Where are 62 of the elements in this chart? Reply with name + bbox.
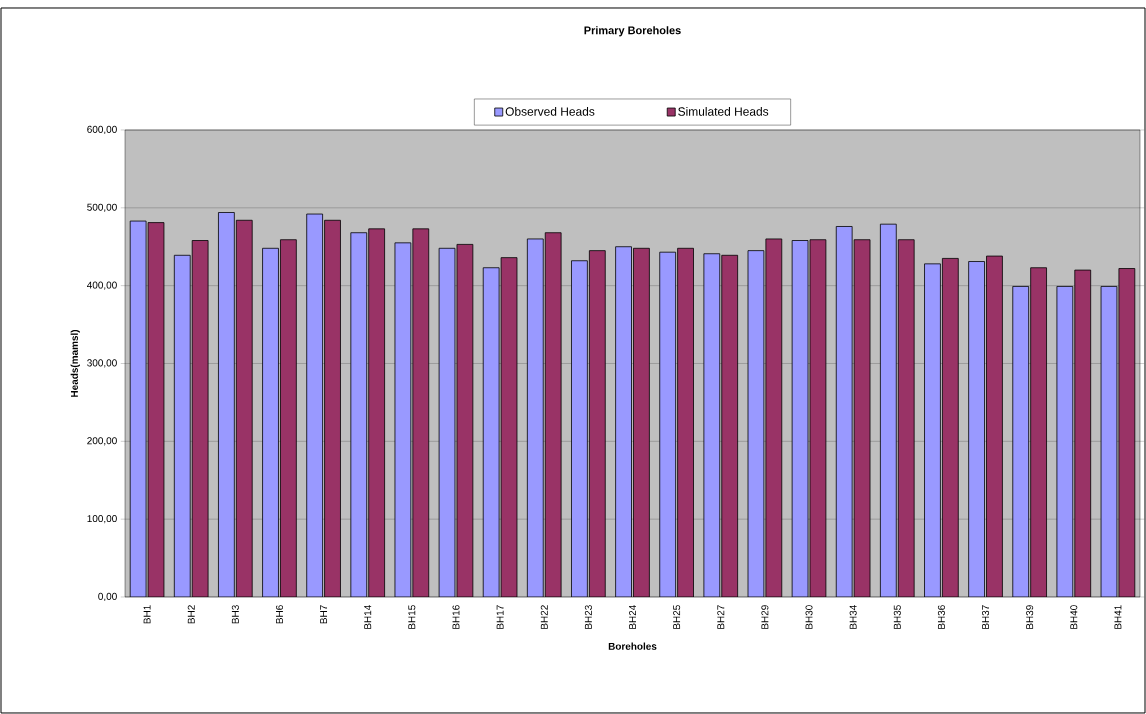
bar <box>721 254 739 597</box>
bar <box>218 212 235 597</box>
bar <box>879 223 897 597</box>
bar <box>280 239 297 597</box>
bar <box>571 260 588 597</box>
x-tick-label: BH39 <box>1026 605 1034 629</box>
bar <box>677 247 694 597</box>
chart-title: Primary Boreholes <box>584 26 681 37</box>
bar <box>235 219 253 597</box>
bar <box>262 247 279 597</box>
x-tick-label: BH25 <box>673 605 681 629</box>
bar <box>324 219 341 597</box>
x-tick-label: BH17 <box>496 605 504 629</box>
x-tick-label: BH1 <box>143 605 151 624</box>
x-tick-label: BH15 <box>408 605 416 629</box>
x-tick-label: BH30 <box>805 605 813 629</box>
x-tick-label: BH2 <box>187 605 195 624</box>
bar <box>1074 269 1092 597</box>
y-tick-label: 400,00 <box>87 281 117 290</box>
bar <box>1012 286 1029 597</box>
x-tick-label: BH16 <box>452 605 460 629</box>
bar <box>412 228 430 597</box>
x-tick-label: BH24 <box>629 605 636 629</box>
bar <box>615 246 632 597</box>
x-tick-label: BH7 <box>320 605 328 624</box>
bar <box>968 261 985 597</box>
legend-label: Observed Heads <box>505 106 595 116</box>
y-tick-label: 100,00 <box>87 515 117 524</box>
bar <box>306 213 323 597</box>
x-tick-label: BH37 <box>982 605 990 629</box>
x-tick-label: BH22 <box>540 605 548 629</box>
bar <box>350 232 368 597</box>
x-tick-label: BH6 <box>275 605 283 624</box>
x-axis-title: Boreholes <box>608 642 657 650</box>
x-tick-label: BH14 <box>364 605 372 629</box>
x-tick-label: BH3 <box>231 605 239 624</box>
y-tick-label: 300,00 <box>87 359 117 368</box>
legend-label: Simulated Heads <box>678 106 769 116</box>
bar <box>368 228 385 597</box>
y-tick-label: 0,00 <box>98 592 117 602</box>
x-tick-label: BH40 <box>1070 605 1078 629</box>
bar <box>897 239 915 597</box>
x-tick-label: BH27 <box>717 605 725 629</box>
y-tick-label: 600,00 <box>87 125 117 135</box>
y-tick-label: 200,00 <box>87 437 117 446</box>
bar <box>633 247 650 597</box>
x-tick-label: BH36 <box>937 605 945 629</box>
x-tick-label: BH34 <box>849 605 857 629</box>
y-tick-label: 500,00 <box>87 203 117 212</box>
x-tick-label: BH41 <box>1114 605 1122 629</box>
bar <box>526 238 544 597</box>
bar <box>588 250 606 597</box>
y-axis-title: Heads(mamsl) <box>70 329 80 397</box>
bar <box>924 263 941 597</box>
x-tick-label: BH35 <box>893 605 901 629</box>
bar <box>1030 267 1047 597</box>
x-tick-label: BH29 <box>761 605 769 629</box>
bar <box>942 258 959 597</box>
bar <box>659 251 677 597</box>
bar <box>986 255 1003 597</box>
x-tick-label: BH23 <box>584 605 592 629</box>
bar <box>173 254 191 597</box>
